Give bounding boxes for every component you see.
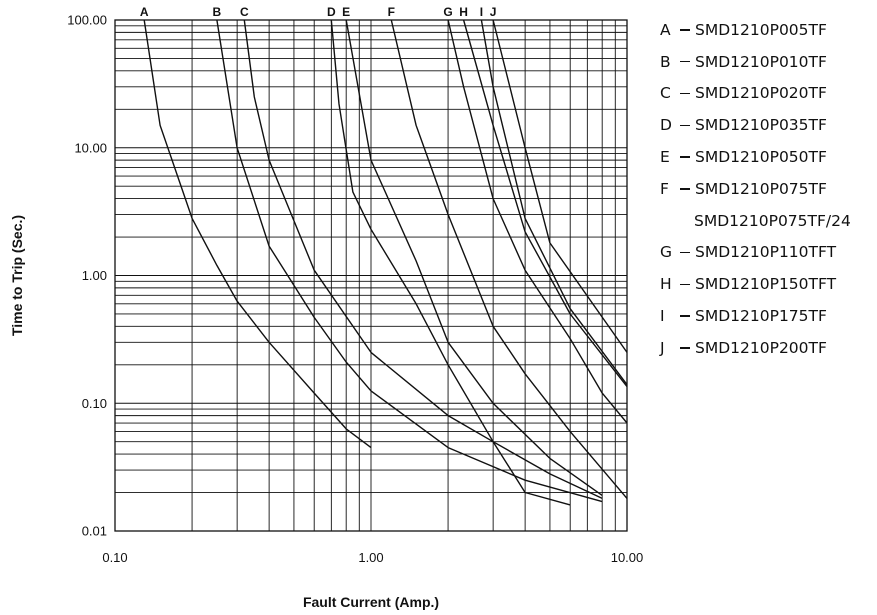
curve-label-i: I bbox=[480, 5, 483, 19]
legend-dash bbox=[680, 92, 690, 95]
series-line-d bbox=[330, 19, 571, 506]
legend-part: SMD1210P010TF bbox=[695, 52, 827, 71]
legend: A SMD1210P005TF B SMD1210P010TF C SMD1210P0… bbox=[660, 14, 875, 364]
legend-item-f-alt: SMD1210P075TF/24 bbox=[660, 205, 875, 237]
legend-item-i: I SMD1210P175TF bbox=[660, 300, 875, 332]
y-tick-label: 0.10 bbox=[82, 396, 107, 411]
legend-item-j: J SMD1210P200TF bbox=[660, 332, 875, 364]
legend-letter: C bbox=[660, 84, 671, 103]
legend-letter: G bbox=[660, 243, 673, 262]
legend-item-c: C SMD1210P020TF bbox=[660, 78, 875, 110]
series-line-b bbox=[216, 19, 603, 503]
curve-label-e: E bbox=[342, 5, 350, 19]
y-tick-label: 10.00 bbox=[74, 140, 107, 155]
y-tick-label: 100.00 bbox=[67, 13, 107, 28]
legend-dash bbox=[680, 251, 690, 254]
curve-label-d: D bbox=[327, 5, 336, 19]
series-line-j bbox=[492, 19, 628, 353]
legend-dash bbox=[680, 124, 690, 126]
legend-part: SMD1210P020TF bbox=[695, 84, 827, 103]
legend-item-d: D SMD1210P035TF bbox=[660, 109, 875, 141]
legend-item-g: G SMD1210P110TFT bbox=[660, 237, 875, 269]
legend-dash bbox=[680, 188, 690, 190]
grid bbox=[115, 20, 627, 531]
x-tick-label: 1.00 bbox=[358, 550, 383, 565]
plot-frame bbox=[114, 19, 628, 532]
legend-part: SMD1210P005TF bbox=[695, 20, 827, 39]
curve-label-b: B bbox=[213, 5, 222, 19]
legend-letter: H bbox=[660, 275, 672, 294]
legend-letter: A bbox=[660, 20, 671, 39]
legend-dash bbox=[680, 156, 690, 158]
x-axis-title: Fault Current (Amp.) bbox=[303, 594, 439, 610]
legend-letter: J bbox=[660, 338, 665, 357]
legend-letter: I bbox=[660, 307, 665, 326]
x-tick-label: 0.10 bbox=[102, 550, 127, 565]
legend-part: SMD1210P050TF bbox=[695, 148, 827, 167]
curve-label-a: A bbox=[140, 5, 149, 19]
series-line-i bbox=[480, 19, 628, 386]
legend-dash bbox=[680, 283, 690, 285]
y-tick-label: 1.00 bbox=[82, 268, 107, 283]
series-line-h bbox=[462, 19, 628, 388]
legend-letter: F bbox=[660, 179, 669, 198]
curve-label-c: C bbox=[240, 5, 249, 19]
legend-dash bbox=[680, 29, 690, 31]
legend-letter: E bbox=[660, 148, 670, 167]
y-tick-label: 0.01 bbox=[82, 524, 107, 539]
legend-item-e: E SMD1210P050TF bbox=[660, 141, 875, 173]
series-curves bbox=[143, 19, 628, 506]
legend-dash bbox=[680, 61, 690, 63]
series-line-a bbox=[143, 19, 372, 449]
tick-labels: 0.10 1.00 10.00 0.01 0.10 1.00 10.00 100.00 bbox=[67, 13, 643, 566]
legend-part: SMD1210P175TF bbox=[695, 307, 827, 326]
series-line-f bbox=[390, 19, 628, 499]
legend-item-b: B SMD1210P010TF bbox=[660, 46, 875, 78]
series-line-e bbox=[345, 19, 603, 496]
legend-part: SMD1210P075TF/24 bbox=[694, 211, 851, 230]
legend-part: SMD1210P110TFT bbox=[695, 243, 837, 262]
legend-item-h: H SMD1210P150TFT bbox=[660, 268, 875, 300]
series-line-g bbox=[447, 19, 628, 424]
legend-part: SMD1210P200TF bbox=[695, 338, 827, 357]
curve-label-h: H bbox=[459, 5, 468, 19]
y-axis-title: Time to Trip (Sec.) bbox=[9, 215, 25, 336]
x-tick-label: 10.00 bbox=[611, 550, 644, 565]
legend-part: SMD1210P150TFT bbox=[695, 275, 837, 294]
legend-letter: B bbox=[660, 52, 671, 71]
legend-dash bbox=[680, 315, 690, 317]
legend-item-f: F SMD1210P075TF bbox=[660, 173, 875, 205]
legend-dash bbox=[680, 347, 690, 349]
curve-label-g: G bbox=[443, 5, 452, 19]
legend-item-a: A SMD1210P005TF bbox=[660, 14, 875, 46]
legend-letter: D bbox=[660, 116, 672, 135]
curve-label-j: J bbox=[490, 5, 497, 19]
series-line-c bbox=[243, 19, 603, 500]
legend-part: SMD1210P075TF bbox=[695, 179, 827, 198]
legend-part: SMD1210P035TF bbox=[695, 116, 827, 135]
curve-label-f: F bbox=[388, 5, 395, 19]
